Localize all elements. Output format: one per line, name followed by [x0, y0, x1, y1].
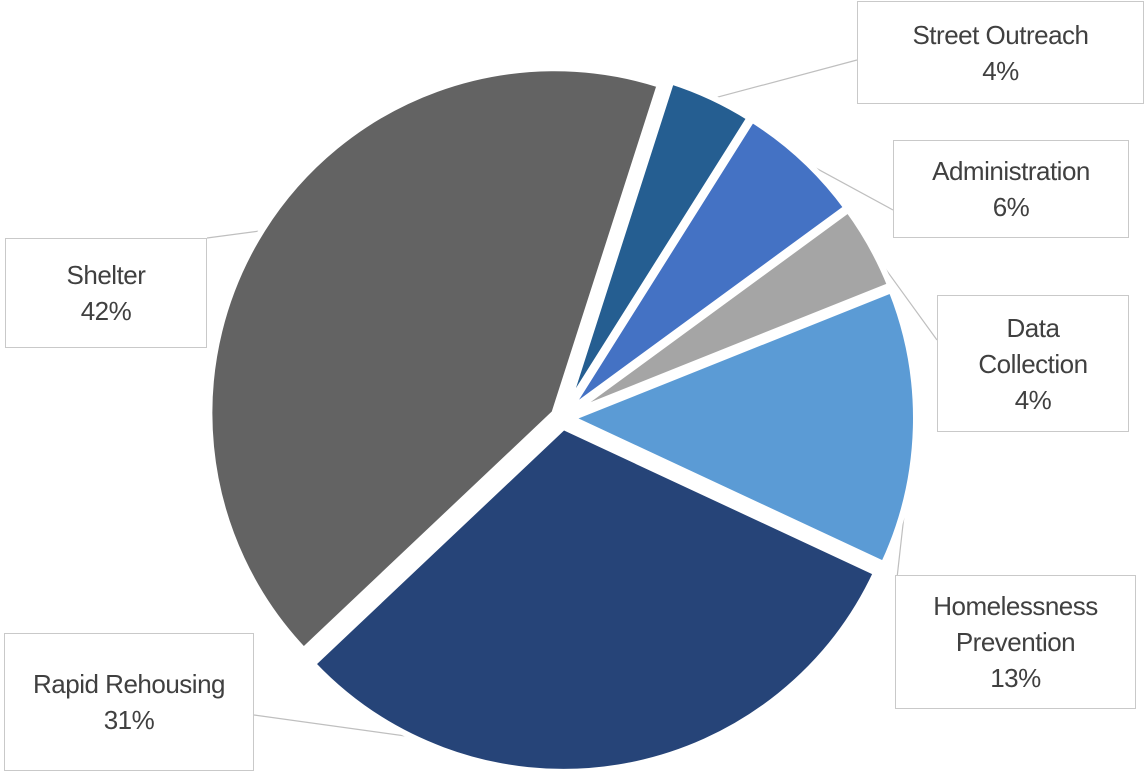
label-value: 42% [80, 296, 132, 326]
pie-slice-rapid-rehousing [308, 423, 881, 771]
label-value: 13% [990, 663, 1041, 693]
pie-slice-administration [565, 115, 851, 414]
label-value: 31% [103, 705, 155, 735]
pie-slice-shelter [206, 65, 664, 655]
leader-line-shelter [206, 229, 265, 239]
label-shelter: Shelter 42% [5, 238, 207, 348]
label-administration: Administration 6% [893, 140, 1129, 238]
label-name: Rapid Rehousing [33, 669, 225, 699]
label-name: Shelter [66, 260, 146, 290]
label-name: Street Outreach [912, 19, 1089, 50]
label-name: Data Collection [978, 312, 1088, 379]
label-rapid-rehousing: Rapid Rehousing 31% [4, 633, 254, 771]
label-value: 4% [982, 55, 1019, 86]
pie-slice-homelessness-prevention [563, 286, 919, 569]
label-street-outreach: Street Outreach 4% [857, 1, 1144, 104]
pie-slices [206, 65, 919, 771]
label-value: 4% [1014, 384, 1052, 415]
label-homelessness-prevention: Homelessness Prevention 13% [895, 575, 1136, 709]
pie-slice-data-collection [568, 205, 895, 417]
label-value: 6% [992, 192, 1030, 222]
label-data-collection: Data Collection 4% [937, 295, 1129, 432]
label-name: Homelessness Prevention [933, 591, 1098, 657]
label-name: Administration [932, 156, 1090, 186]
leader-line-street-outreach [710, 59, 858, 100]
